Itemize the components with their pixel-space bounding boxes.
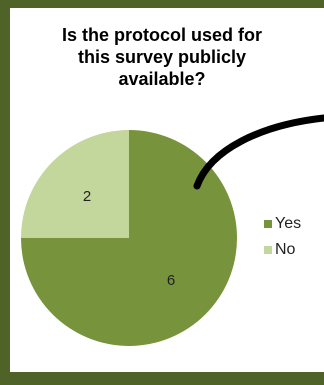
pie-slice-no (21, 130, 129, 238)
data-label-yes: 6 (167, 272, 175, 289)
data-label-no: 2 (83, 188, 91, 205)
legend-label-no: No (275, 241, 296, 258)
frame-border-left (0, 0, 10, 385)
callout-arrow (193, 114, 324, 190)
legend-label-yes: Yes (275, 215, 302, 232)
chart-title-line-1: Is the protocol used for (61, 25, 262, 45)
chart-title-line-2: this survey publicly (77, 47, 247, 67)
legend-swatch-yes (264, 220, 272, 228)
legend-item-no: No (264, 238, 301, 262)
frame-border-top (0, 0, 324, 8)
legend-swatch-no (264, 246, 272, 254)
legend: Yes No (264, 212, 301, 264)
chart-title: Is the protocol used for this survey pub… (30, 24, 294, 90)
legend-item-yes: Yes (264, 212, 301, 236)
chart-title-line-3: available? (118, 69, 206, 89)
frame-border-bottom (0, 372, 324, 385)
